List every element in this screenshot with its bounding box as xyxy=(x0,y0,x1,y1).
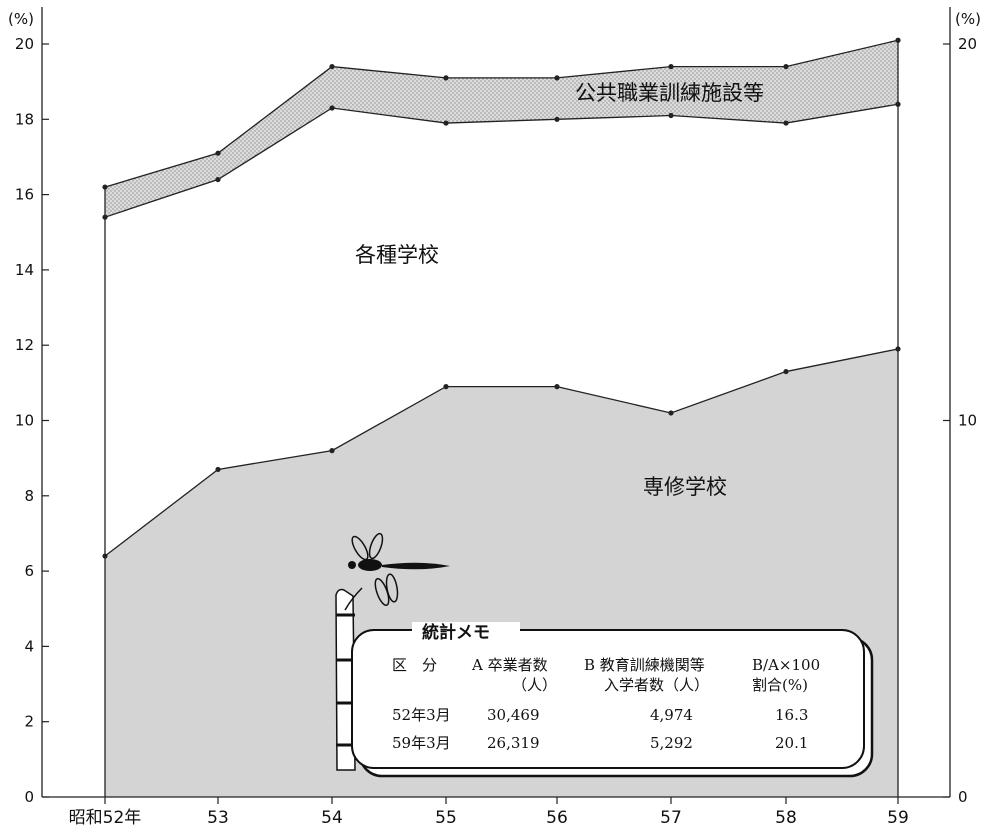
data-point-series-2 xyxy=(783,63,789,70)
memo-row-label: 59年3月 xyxy=(392,734,451,752)
series-label-public-training: 公共職業訓練施設等 xyxy=(575,81,764,105)
y-axis-unit-right: (%) xyxy=(955,10,981,28)
y-tick-label-left: 2 xyxy=(24,713,34,731)
memo-header-graduates: A 卒業者数 xyxy=(471,656,548,674)
data-point-series-0 xyxy=(895,346,901,352)
memo-row-graduates: 26,319 xyxy=(487,734,540,752)
data-point-series-1 xyxy=(668,112,674,119)
memo-header-category: 区 分 xyxy=(392,656,437,674)
memo-row-graduates: 30,469 xyxy=(487,706,540,724)
data-point-series-2 xyxy=(554,75,560,81)
y-tick-label-left: 18 xyxy=(15,110,34,128)
series-label-misc-schools: 各種学校 xyxy=(355,243,439,267)
data-point-series-1 xyxy=(554,116,560,122)
x-tick-label: 54 xyxy=(321,808,343,828)
x-tick-label: 59 xyxy=(887,808,909,828)
data-point-series-0 xyxy=(215,466,221,473)
memo-header-ratio-formula: B/A×100 xyxy=(752,656,820,674)
data-point-series-2 xyxy=(215,150,221,156)
statistics-memo-box: 統計メモ 区 分 A 卒業者数 （人） B 教育訓練機関等 入学者数（人） B/… xyxy=(351,622,874,778)
y-tick-label-left: 6 xyxy=(24,562,34,580)
dragonfly-illustration xyxy=(335,532,450,771)
x-tick-label: 55 xyxy=(435,808,457,828)
series-line-1 xyxy=(104,103,899,218)
data-point-series-0 xyxy=(668,410,674,416)
y-tick-label-left: 14 xyxy=(15,261,34,279)
series-label-special-training-schools: 専修学校 xyxy=(643,475,727,499)
memo-row-enrollees: 5,292 xyxy=(650,734,693,752)
memo-title: 統計メモ xyxy=(422,622,490,643)
memo-row-ratio: 16.3 xyxy=(775,706,808,724)
data-point-series-1 xyxy=(783,120,789,126)
x-tick-label: 58 xyxy=(775,808,797,828)
data-point-series-0 xyxy=(102,553,108,559)
memo-row-enrollees: 4,974 xyxy=(650,706,693,724)
y-tick-label-right: 20 xyxy=(958,35,977,53)
data-point-series-2 xyxy=(668,63,674,70)
data-point-series-1 xyxy=(102,214,108,220)
data-point-series-1 xyxy=(895,101,901,107)
memo-row-ratio: 20.1 xyxy=(775,734,808,752)
x-tick-label: 57 xyxy=(660,808,682,828)
y-tick-label-left: 16 xyxy=(15,186,34,204)
y-axis-unit-left: (%) xyxy=(8,10,34,28)
data-point-series-0 xyxy=(783,368,789,375)
memo-header-graduates-unit: （人） xyxy=(512,676,557,694)
line-layer xyxy=(104,39,899,797)
data-point-series-2 xyxy=(895,37,901,43)
data-point-series-0 xyxy=(554,384,560,390)
y-tick-label-left: 0 xyxy=(24,788,34,806)
data-point-series-0 xyxy=(443,384,449,390)
y-tick-label-left: 8 xyxy=(24,487,34,505)
axes: 0 2 4 6 8 10 12 14 16 18 20 0 10 20 昭和52年 53 54 55 56 57 58 5… xyxy=(15,7,977,828)
x-tick-label: 昭和52年 xyxy=(69,808,142,828)
series-line-2 xyxy=(104,39,899,188)
memo-header-ratio: 割合(%) xyxy=(752,676,808,694)
memo-row-label: 52年3月 xyxy=(392,706,451,724)
data-point-series-2 xyxy=(443,75,449,81)
data-point-series-2 xyxy=(102,184,108,190)
y-tick-label-left: 10 xyxy=(15,412,34,430)
y-tick-label-right: 10 xyxy=(958,412,977,430)
memo-header-enrollees-unit: 入学者数（人） xyxy=(604,676,709,694)
point-layer xyxy=(102,37,901,559)
y-tick-label-right: 0 xyxy=(958,788,968,806)
data-point-series-0 xyxy=(329,448,335,454)
y-tick-label-left: 12 xyxy=(15,336,34,354)
y-tick-label-left: 20 xyxy=(15,35,34,53)
area-public-training-facilities xyxy=(105,40,898,218)
y-tick-label-left: 4 xyxy=(24,637,34,655)
memo-header-enrollees: B 教育訓練機関等 xyxy=(584,656,705,674)
data-point-series-1 xyxy=(443,120,449,126)
data-point-series-1 xyxy=(329,105,335,111)
x-tick-label: 56 xyxy=(546,808,568,828)
series-line-0 xyxy=(104,348,899,557)
x-tick-label: 53 xyxy=(207,808,229,828)
data-point-series-1 xyxy=(215,176,221,183)
data-point-series-2 xyxy=(329,63,335,70)
